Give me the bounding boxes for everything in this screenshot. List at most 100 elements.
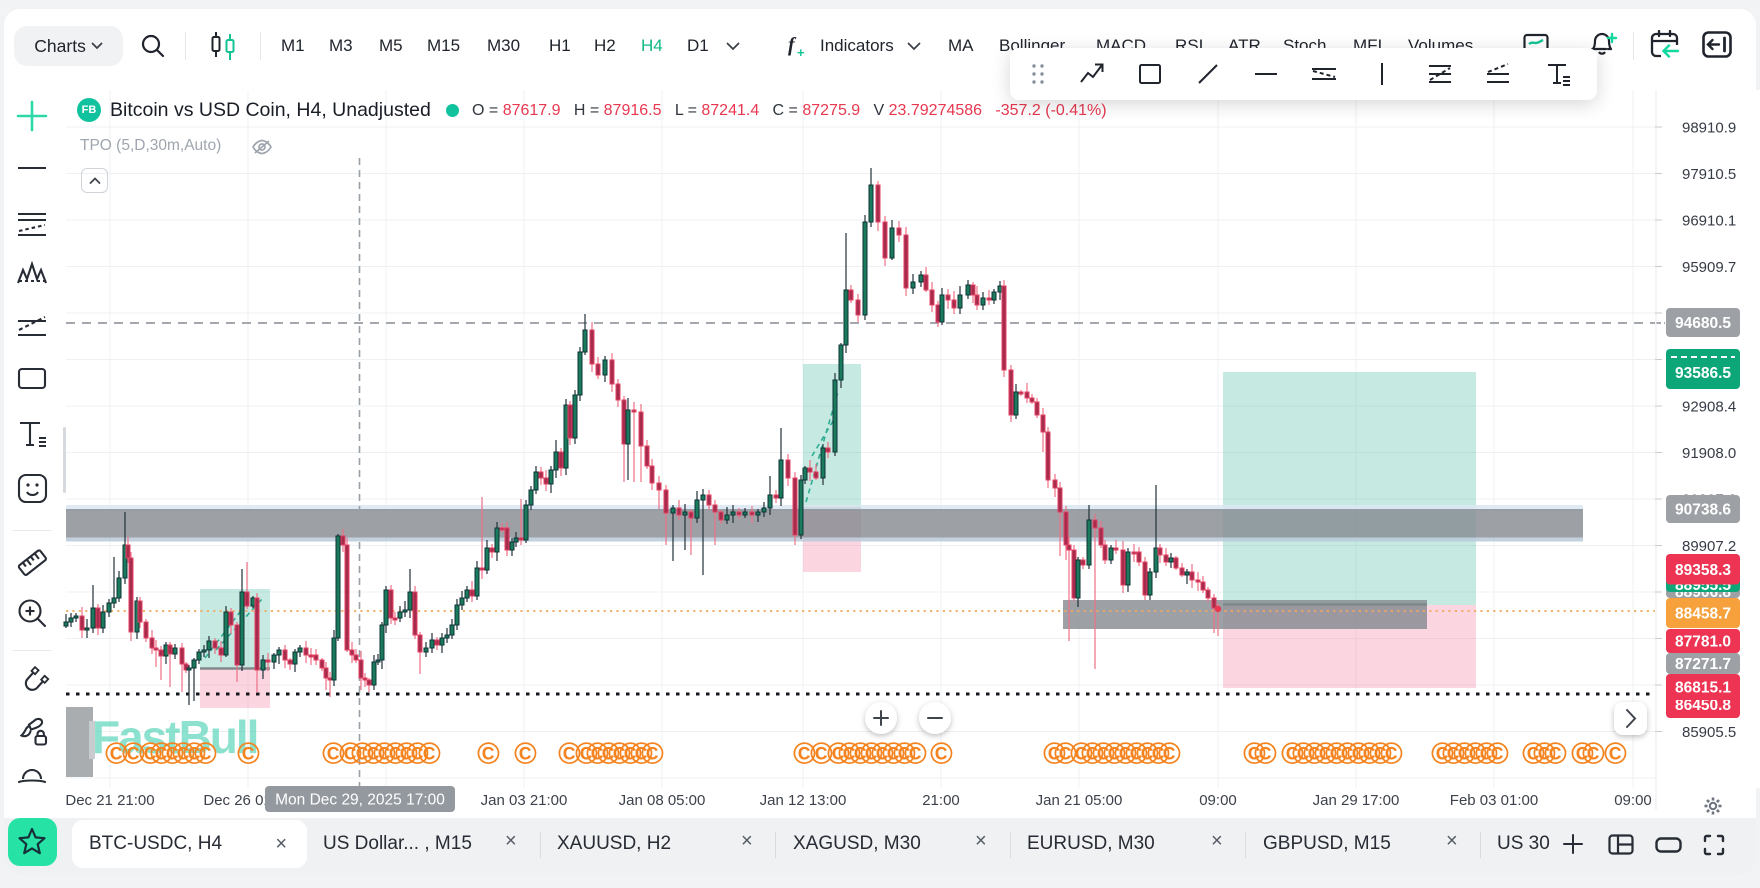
svg-text:f: f (788, 34, 797, 56)
svg-text:98910.9: 98910.9 (1682, 120, 1736, 137)
svg-text:96910.1: 96910.1 (1682, 213, 1736, 230)
svg-text:09:00: 09:00 (1199, 792, 1237, 809)
svg-text:©: © (1081, 736, 1104, 771)
svg-text:©: © (1380, 736, 1403, 771)
svg-text:©: © (1070, 736, 1093, 771)
svg-text:©: © (1243, 736, 1266, 771)
svg-text:©: © (608, 736, 631, 771)
svg-text:85905.5: 85905.5 (1682, 724, 1736, 741)
svg-text:89358.3: 89358.3 (1675, 562, 1731, 579)
svg-text:Jan 03 21:00: Jan 03 21:00 (481, 792, 568, 809)
svg-text:©: © (930, 736, 953, 771)
svg-text:©: © (1347, 736, 1370, 771)
svg-text:©: © (418, 736, 441, 771)
svg-text:95909.7: 95909.7 (1682, 259, 1736, 276)
svg-text:©: © (1136, 736, 1159, 771)
svg-text:©: © (1254, 736, 1277, 771)
svg-text:©: © (619, 736, 642, 771)
svg-text:Mon Dec 29, 2025 17:00: Mon Dec 29, 2025 17:00 (275, 792, 445, 809)
svg-text:©: © (514, 736, 537, 771)
svg-text:©: © (150, 736, 173, 771)
svg-text:©: © (384, 736, 407, 771)
svg-text:©: © (1292, 736, 1315, 771)
svg-text:©: © (597, 736, 620, 771)
svg-text:©: © (793, 736, 816, 771)
svg-text:©: © (161, 736, 184, 771)
svg-text:©: © (395, 736, 418, 771)
svg-text:Dec 21 21:00: Dec 21 21:00 (65, 792, 154, 809)
svg-text:94680.5: 94680.5 (1675, 315, 1731, 332)
svg-text:FastBull: FastBull (92, 711, 257, 763)
svg-text:©: © (849, 736, 872, 771)
svg-text:88458.7: 88458.7 (1675, 606, 1731, 623)
svg-text:©: © (1125, 736, 1148, 771)
svg-text:©: © (630, 736, 653, 771)
svg-text:©: © (105, 736, 128, 771)
svg-text:©: © (1486, 736, 1509, 771)
svg-text:©: © (1103, 736, 1126, 771)
svg-text:©: © (860, 736, 883, 771)
svg-text:©: © (1475, 736, 1498, 771)
svg-text:©: © (641, 736, 664, 771)
svg-text:©: © (477, 736, 500, 771)
svg-text:©: © (1431, 736, 1454, 771)
svg-text:©: © (1336, 736, 1359, 771)
svg-text:©: © (362, 736, 385, 771)
svg-text:©: © (1114, 736, 1137, 771)
svg-text:Jan 12 13:00: Jan 12 13:00 (760, 792, 847, 809)
svg-text:©: © (1464, 736, 1487, 771)
svg-text:©: © (1281, 736, 1304, 771)
svg-text:©: © (1604, 736, 1627, 771)
svg-text:97910.5: 97910.5 (1682, 166, 1736, 183)
svg-text:86815.1: 86815.1 (1675, 680, 1731, 697)
svg-text:Feb 03 01:00: Feb 03 01:00 (1450, 792, 1538, 809)
svg-text:©: © (1533, 736, 1556, 771)
svg-text:93586.5: 93586.5 (1675, 365, 1731, 382)
svg-text:©: © (122, 736, 145, 771)
svg-text:87271.7: 87271.7 (1675, 656, 1731, 673)
svg-text:©: © (838, 736, 861, 771)
svg-text:©: © (893, 736, 916, 771)
svg-text:©: © (871, 736, 894, 771)
svg-text:©: © (1147, 736, 1170, 771)
svg-text:©: © (406, 736, 429, 771)
svg-text:©: © (1303, 736, 1326, 771)
svg-text:Jan 08 05:00: Jan 08 05:00 (619, 792, 706, 809)
svg-text:©: © (1158, 736, 1181, 771)
svg-text:89907.2: 89907.2 (1682, 538, 1736, 555)
svg-text:©: © (1453, 736, 1476, 771)
svg-text:©: © (558, 736, 581, 771)
svg-text:21:00: 21:00 (922, 792, 960, 809)
svg-text:©: © (1043, 736, 1066, 771)
svg-text:©: © (1314, 736, 1337, 771)
svg-text:86450.8: 86450.8 (1675, 697, 1731, 714)
svg-text:90738.6: 90738.6 (1675, 502, 1731, 519)
svg-text:87781.0: 87781.0 (1675, 634, 1731, 651)
svg-text:©: © (882, 736, 905, 771)
svg-text:©: © (322, 736, 345, 771)
svg-text:©: © (1358, 736, 1381, 771)
svg-text:©: © (1369, 736, 1392, 771)
svg-text:©: © (183, 736, 206, 771)
svg-text:Jan 21 05:00: Jan 21 05:00 (1036, 792, 1123, 809)
svg-text:©: © (373, 736, 396, 771)
svg-text:Jan 29 17:00: Jan 29 17:00 (1313, 792, 1400, 809)
svg-text:©: © (1054, 736, 1077, 771)
svg-text:©: © (1092, 736, 1115, 771)
svg-text:09:00: 09:00 (1614, 792, 1652, 809)
svg-text:©: © (575, 736, 598, 771)
svg-text:©: © (1522, 736, 1545, 771)
svg-text:91908.0: 91908.0 (1682, 445, 1736, 462)
svg-text:©: © (172, 736, 195, 771)
svg-text:©: © (1571, 736, 1594, 771)
svg-text:©: © (1442, 736, 1465, 771)
svg-text:©: © (139, 736, 162, 771)
svg-text:©: © (194, 736, 217, 771)
svg-text:©: © (586, 736, 609, 771)
svg-text:©: © (810, 736, 833, 771)
svg-text:©: © (1325, 736, 1348, 771)
svg-text:©: © (339, 736, 362, 771)
svg-text:©: © (904, 736, 927, 771)
svg-text:©: © (1582, 736, 1605, 771)
svg-text:©: © (237, 736, 260, 771)
